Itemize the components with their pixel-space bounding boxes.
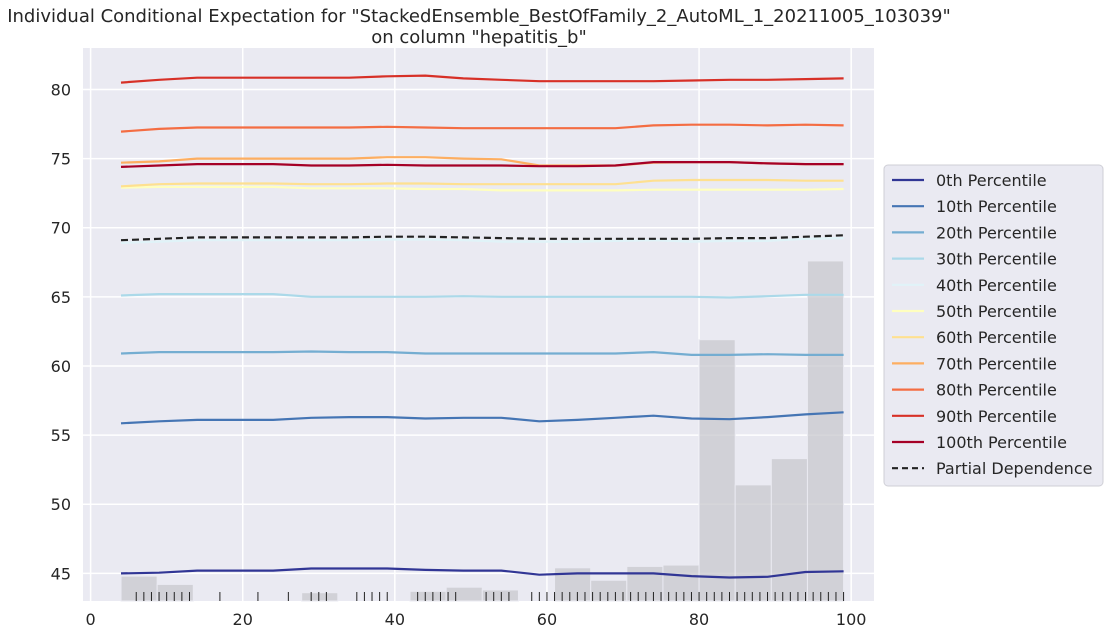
y-tick-label: 70: [51, 219, 71, 238]
histogram-bar: [445, 586, 483, 602]
legend-label: 40th Percentile: [936, 276, 1057, 295]
x-tick-label: 80: [689, 610, 709, 629]
x-tick-label: 60: [537, 610, 557, 629]
histogram-bar: [698, 339, 736, 602]
series-line: [120, 350, 844, 356]
histogram-bar: [626, 565, 664, 602]
x-tick-label: 40: [385, 610, 405, 629]
axis-ticks: 0 20 40 60 80 100 45 50 55 60 65 70 75 80: [51, 80, 867, 629]
rug-marks: [135, 592, 845, 601]
histogram-bar: [301, 592, 339, 602]
legend-label: 100th Percentile: [936, 433, 1067, 452]
y-tick-label: 65: [51, 288, 71, 307]
legend-label: 50th Percentile: [936, 302, 1057, 321]
legend-label: 30th Percentile: [936, 250, 1057, 269]
legend-label: 10th Percentile: [936, 197, 1057, 216]
legend: 0th Percentile 10th Percentile 20th Percen…: [883, 164, 1104, 487]
legend-label: 20th Percentile: [936, 223, 1057, 242]
histogram-bar: [770, 458, 808, 602]
series-line: [120, 161, 844, 168]
x-tick-label: 0: [86, 610, 96, 629]
y-tick-label: 45: [51, 564, 71, 583]
x-tick-label: 20: [233, 610, 253, 629]
series-line: [120, 178, 844, 188]
y-tick-label: 50: [51, 495, 71, 514]
histogram-bar: [806, 260, 845, 602]
series-line: [120, 293, 844, 299]
series-line: [120, 411, 844, 425]
series-line: [120, 185, 844, 192]
y-tick-label: 60: [51, 357, 71, 376]
y-tick-label: 75: [51, 150, 71, 169]
series-line: [120, 237, 844, 244]
histogram-bar: [481, 589, 519, 602]
histogram-bar: [590, 579, 628, 602]
legend-label: 80th Percentile: [936, 381, 1057, 400]
legend-label: 70th Percentile: [936, 354, 1057, 373]
histogram-bar: [734, 484, 772, 602]
histogram-bar: [156, 583, 194, 602]
legend-label: 90th Percentile: [936, 407, 1057, 426]
legend-box: [883, 164, 1104, 487]
legend-label: 60th Percentile: [936, 328, 1057, 347]
chart-title: Individual Conditional Expectation for "…: [7, 6, 951, 27]
series-line: [120, 123, 844, 133]
chart-subtitle: on column "hepatitis_b": [371, 27, 587, 48]
x-tick-label: 100: [836, 610, 867, 629]
legend-label: Partial Dependence: [936, 459, 1092, 478]
legend-label: 0th Percentile: [936, 171, 1047, 190]
series-lines: [120, 74, 844, 579]
series-line: [120, 74, 844, 84]
y-tick-label: 80: [51, 80, 71, 99]
series-line: [120, 567, 844, 579]
y-tick-label: 55: [51, 426, 71, 445]
